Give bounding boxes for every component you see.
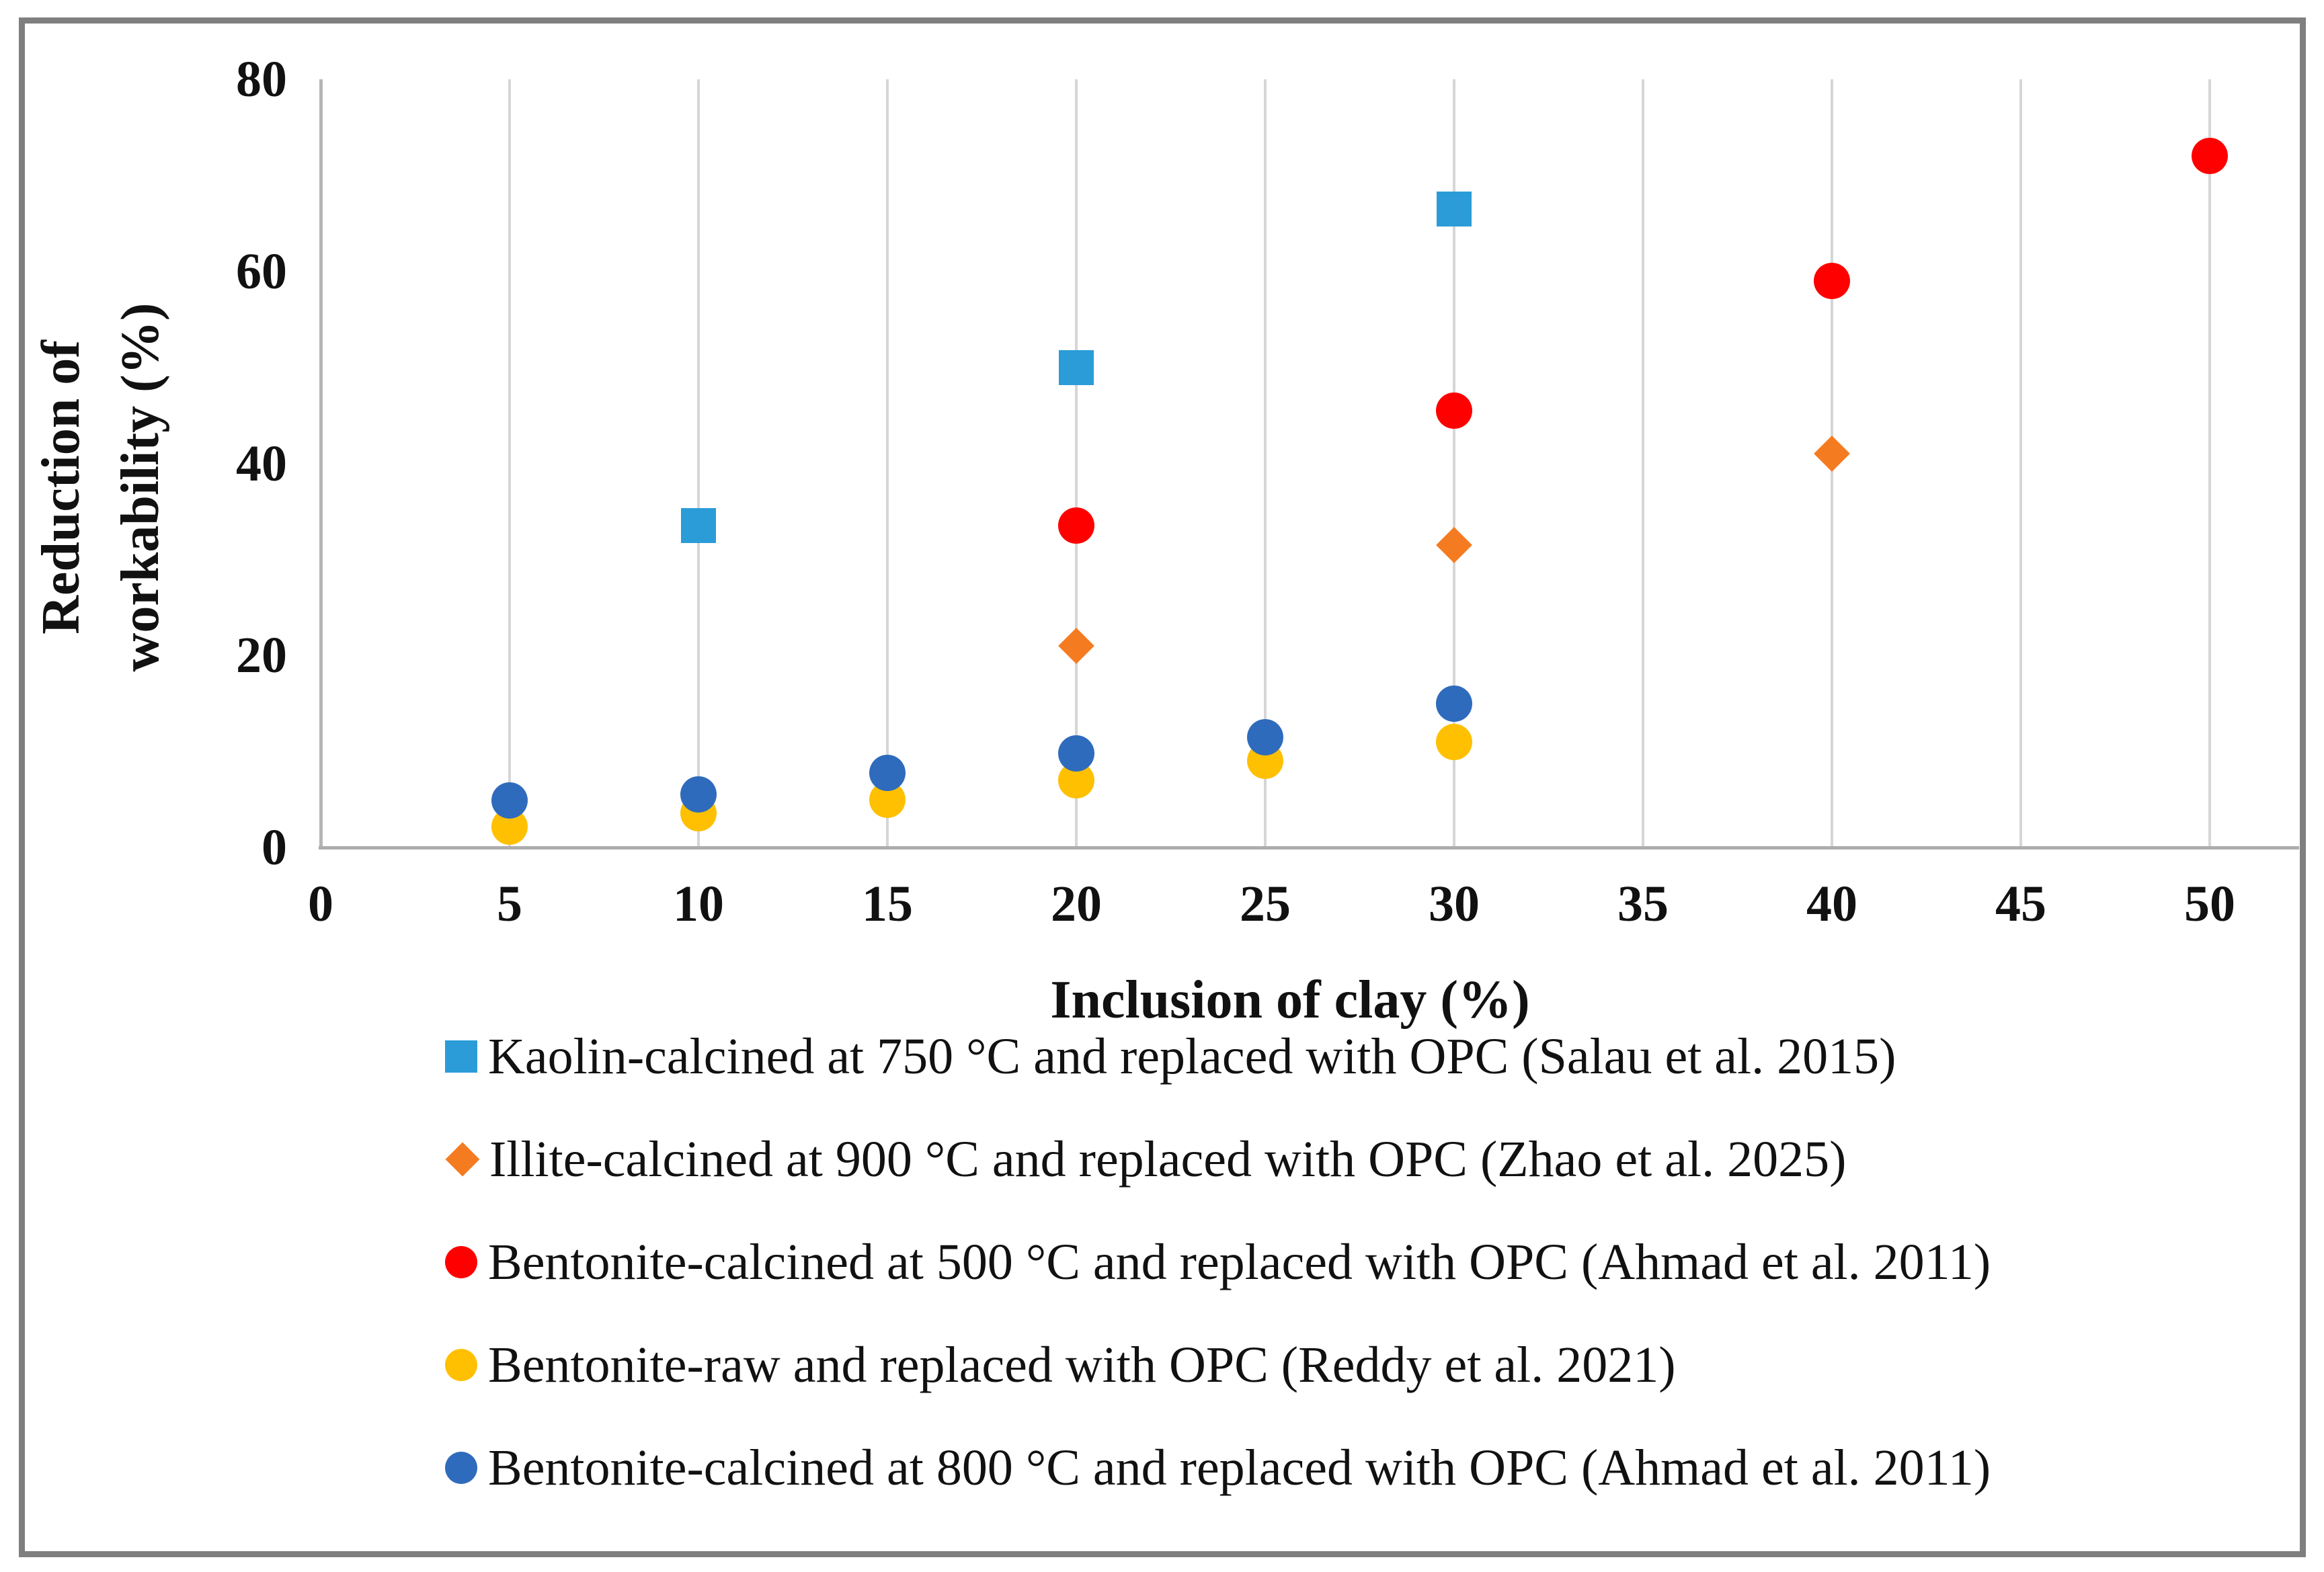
x-tick-label: 5 (497, 876, 522, 932)
x-tick-label: 45 (1995, 876, 2046, 932)
x-tick-label: 40 (1806, 876, 1857, 932)
vertical-gridline (1264, 79, 1267, 847)
data-point-series-2 (1058, 628, 1094, 664)
x-tick-label: 10 (673, 876, 724, 932)
y-tick-label: 40 (236, 435, 287, 492)
y-axis-title-line2: workability (%) (111, 302, 170, 672)
data-point-series-5 (1058, 735, 1094, 772)
x-axis-title: Inclusion of clay (%) (1050, 970, 1530, 1030)
data-point-series-2 (1814, 436, 1850, 472)
data-point-series-5 (1247, 718, 1283, 755)
y-axis-title-line1: Reduction of (32, 340, 91, 634)
legend-item: Bentonite-raw and replaced with OPC (Red… (445, 1328, 1676, 1402)
data-point-series-2 (1436, 527, 1472, 563)
data-point-series-3 (2192, 138, 2228, 175)
legend-item: Kaolin-calcined at 750 °C and replaced w… (445, 1020, 1896, 1093)
circle-marker-icon (445, 1452, 477, 1484)
data-point-series-5 (491, 782, 528, 819)
vertical-gridline (508, 79, 511, 847)
x-tick-label: 15 (862, 876, 913, 932)
x-axis-line (319, 846, 2299, 850)
x-tick-label: 25 (1240, 876, 1291, 932)
x-tick-label: 35 (1617, 876, 1669, 932)
data-point-series-3 (1436, 392, 1472, 429)
y-tick-label: 80 (236, 51, 287, 108)
vertical-gridline (1075, 79, 1078, 847)
vertical-gridline (2019, 79, 2022, 847)
legend-item: Bentonite-calcined at 800 °C and replace… (445, 1431, 1991, 1505)
y-axis-title: Reduction of workability (%) (22, 84, 183, 891)
x-tick-label: 0 (308, 876, 333, 932)
vertical-gridline (1642, 79, 1644, 847)
data-point-series-1 (1059, 349, 1094, 385)
figure-frame: 0 20 40 60 80 0 5 10 15 20 25 30 35 40 45 50 Reduction … (19, 17, 2306, 1557)
x-tick-label: 30 (1429, 876, 1480, 932)
data-point-series-4 (1436, 723, 1472, 760)
legend-item: Bentonite-calcined at 500 °C and replace… (445, 1225, 1991, 1299)
data-point-series-1 (681, 508, 716, 544)
y-axis-line (319, 79, 323, 847)
data-point-series-1 (1437, 191, 1472, 226)
vertical-gridline (1453, 79, 1455, 847)
y-tick-label: 60 (236, 243, 287, 300)
x-tick-label: 20 (1051, 876, 1102, 932)
data-point-series-5 (680, 776, 717, 813)
legend-label: Bentonite-raw and replaced with OPC (Red… (488, 1336, 1676, 1393)
x-tick-label: 50 (2184, 876, 2235, 932)
y-tick-label: 0 (262, 819, 287, 876)
legend-label: Bentonite-calcined at 500 °C and replace… (488, 1233, 1991, 1290)
data-point-series-3 (1814, 263, 1850, 300)
diamond-marker-icon (445, 1142, 480, 1177)
square-marker-icon (445, 1040, 477, 1073)
data-point-series-3 (1058, 507, 1094, 544)
vertical-gridline (697, 79, 700, 847)
legend-label: Illite-calcined at 900 °C and replaced w… (489, 1130, 1847, 1188)
vertical-gridline (886, 79, 889, 847)
legend-label: Bentonite-calcined at 800 °C and replace… (488, 1439, 1991, 1496)
data-point-series-5 (1436, 685, 1472, 722)
legend-label: Kaolin-calcined at 750 °C and replaced w… (488, 1028, 1896, 1085)
circle-marker-icon (445, 1349, 477, 1381)
circle-marker-icon (445, 1246, 477, 1278)
legend-item: Illite-calcined at 900 °C and replaced w… (445, 1122, 1846, 1196)
y-tick-label: 20 (236, 627, 287, 684)
data-point-series-5 (869, 754, 906, 791)
vertical-gridline (2208, 79, 2211, 847)
